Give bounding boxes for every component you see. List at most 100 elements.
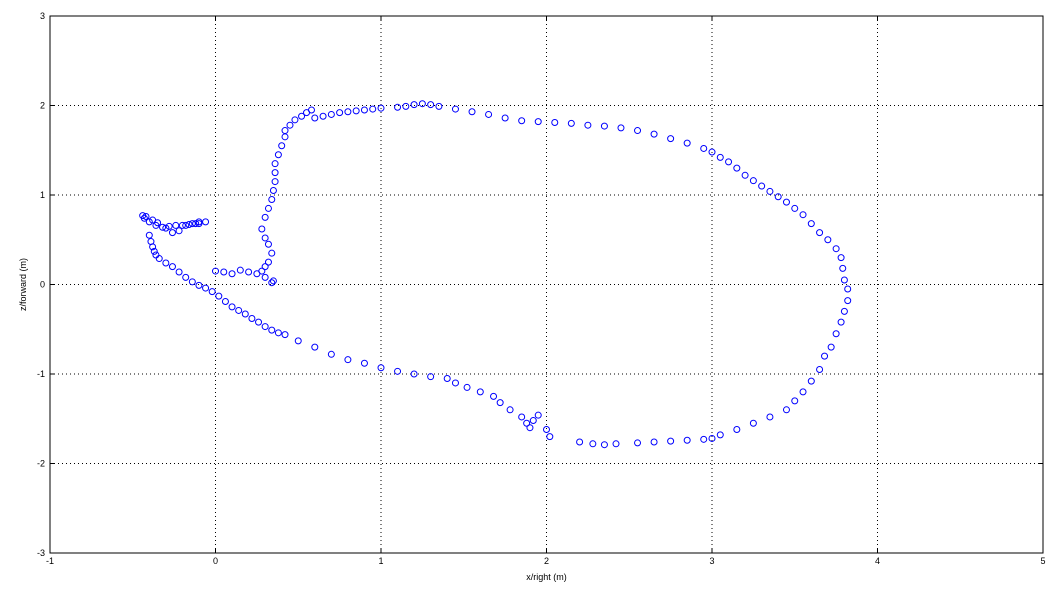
data-points [139, 100, 852, 449]
data-point [245, 268, 253, 276]
data-point [766, 187, 774, 195]
data-point [162, 224, 170, 232]
data-point [168, 263, 176, 271]
data-point [327, 110, 335, 118]
data-point [443, 374, 451, 382]
data-point [192, 220, 200, 228]
data-point [255, 318, 263, 326]
data-point [311, 343, 319, 351]
data-point [749, 419, 757, 427]
data-point [708, 434, 716, 442]
data-point [208, 288, 216, 296]
data-point [837, 318, 845, 326]
data-point [271, 178, 279, 186]
data-point [791, 204, 799, 212]
data-point [427, 101, 435, 109]
data-point [360, 106, 368, 114]
data-point [725, 158, 733, 166]
data-point [369, 105, 377, 113]
x-tick-label: -1 [46, 556, 54, 566]
data-point [427, 373, 435, 381]
data-point [807, 377, 815, 385]
y-tick-label: 2 [40, 101, 45, 111]
data-point [175, 227, 183, 235]
data-point [286, 121, 294, 129]
data-point [518, 413, 526, 421]
data-point [832, 330, 840, 338]
data-point [377, 364, 385, 372]
y-tick-label: 1 [40, 190, 45, 200]
data-point [821, 352, 829, 360]
data-point [485, 110, 493, 118]
data-point [667, 437, 675, 445]
data-point [281, 331, 289, 339]
data-point [220, 268, 228, 276]
data-point [261, 323, 269, 331]
data-point [526, 424, 534, 432]
x-tick-label: 0 [213, 556, 218, 566]
data-point [159, 223, 167, 231]
data-point [576, 438, 584, 446]
data-point [236, 266, 244, 274]
y-tick-label: 3 [40, 11, 45, 21]
data-point [490, 392, 498, 400]
data-point [155, 255, 163, 263]
data-point [782, 198, 790, 206]
data-point [546, 433, 554, 441]
data-point [248, 315, 256, 323]
y-axis-label: z/forward (m) [18, 258, 28, 311]
data-point [506, 406, 514, 414]
data-point [824, 236, 832, 244]
data-point [352, 107, 360, 115]
data-point [410, 370, 418, 378]
data-point [264, 258, 272, 266]
data-point [264, 240, 272, 248]
y-tick-label: -2 [37, 459, 45, 469]
x-tick-label: 5 [1040, 556, 1045, 566]
data-point [766, 413, 774, 421]
x-tick-label: 3 [709, 556, 714, 566]
data-point [402, 102, 410, 110]
data-point [567, 119, 575, 127]
data-point [360, 359, 368, 367]
data-point [733, 164, 741, 172]
data-point [235, 306, 243, 314]
data-point [683, 139, 691, 147]
data-point [261, 213, 269, 221]
data-point [150, 247, 158, 255]
data-point [799, 211, 807, 219]
data-point [733, 425, 741, 433]
data-point [268, 249, 276, 257]
data-point [264, 204, 272, 212]
data-point [195, 220, 203, 228]
data-point [377, 104, 385, 112]
data-point [344, 356, 352, 364]
x-axis-label: x/right (m) [526, 572, 567, 582]
data-point [650, 130, 658, 138]
data-point [840, 276, 848, 284]
data-point [839, 264, 847, 272]
data-point [311, 114, 319, 122]
data-point [612, 440, 620, 448]
data-point [185, 221, 193, 229]
data-point [589, 440, 597, 448]
data-point [268, 279, 276, 287]
data-point [807, 220, 815, 228]
data-point [182, 273, 190, 281]
data-point [188, 220, 196, 228]
x-tick-label: 2 [544, 556, 549, 566]
data-point [832, 245, 840, 253]
data-point [534, 411, 542, 419]
data-point [708, 148, 716, 156]
data-point [529, 417, 537, 425]
data-point [617, 124, 625, 132]
data-point [327, 350, 335, 358]
data-point [600, 122, 608, 130]
data-point [261, 263, 269, 271]
data-point [543, 425, 550, 433]
data-point [188, 278, 196, 286]
y-tick-label: 0 [40, 280, 45, 290]
data-point [269, 187, 277, 195]
data-point [253, 270, 261, 278]
